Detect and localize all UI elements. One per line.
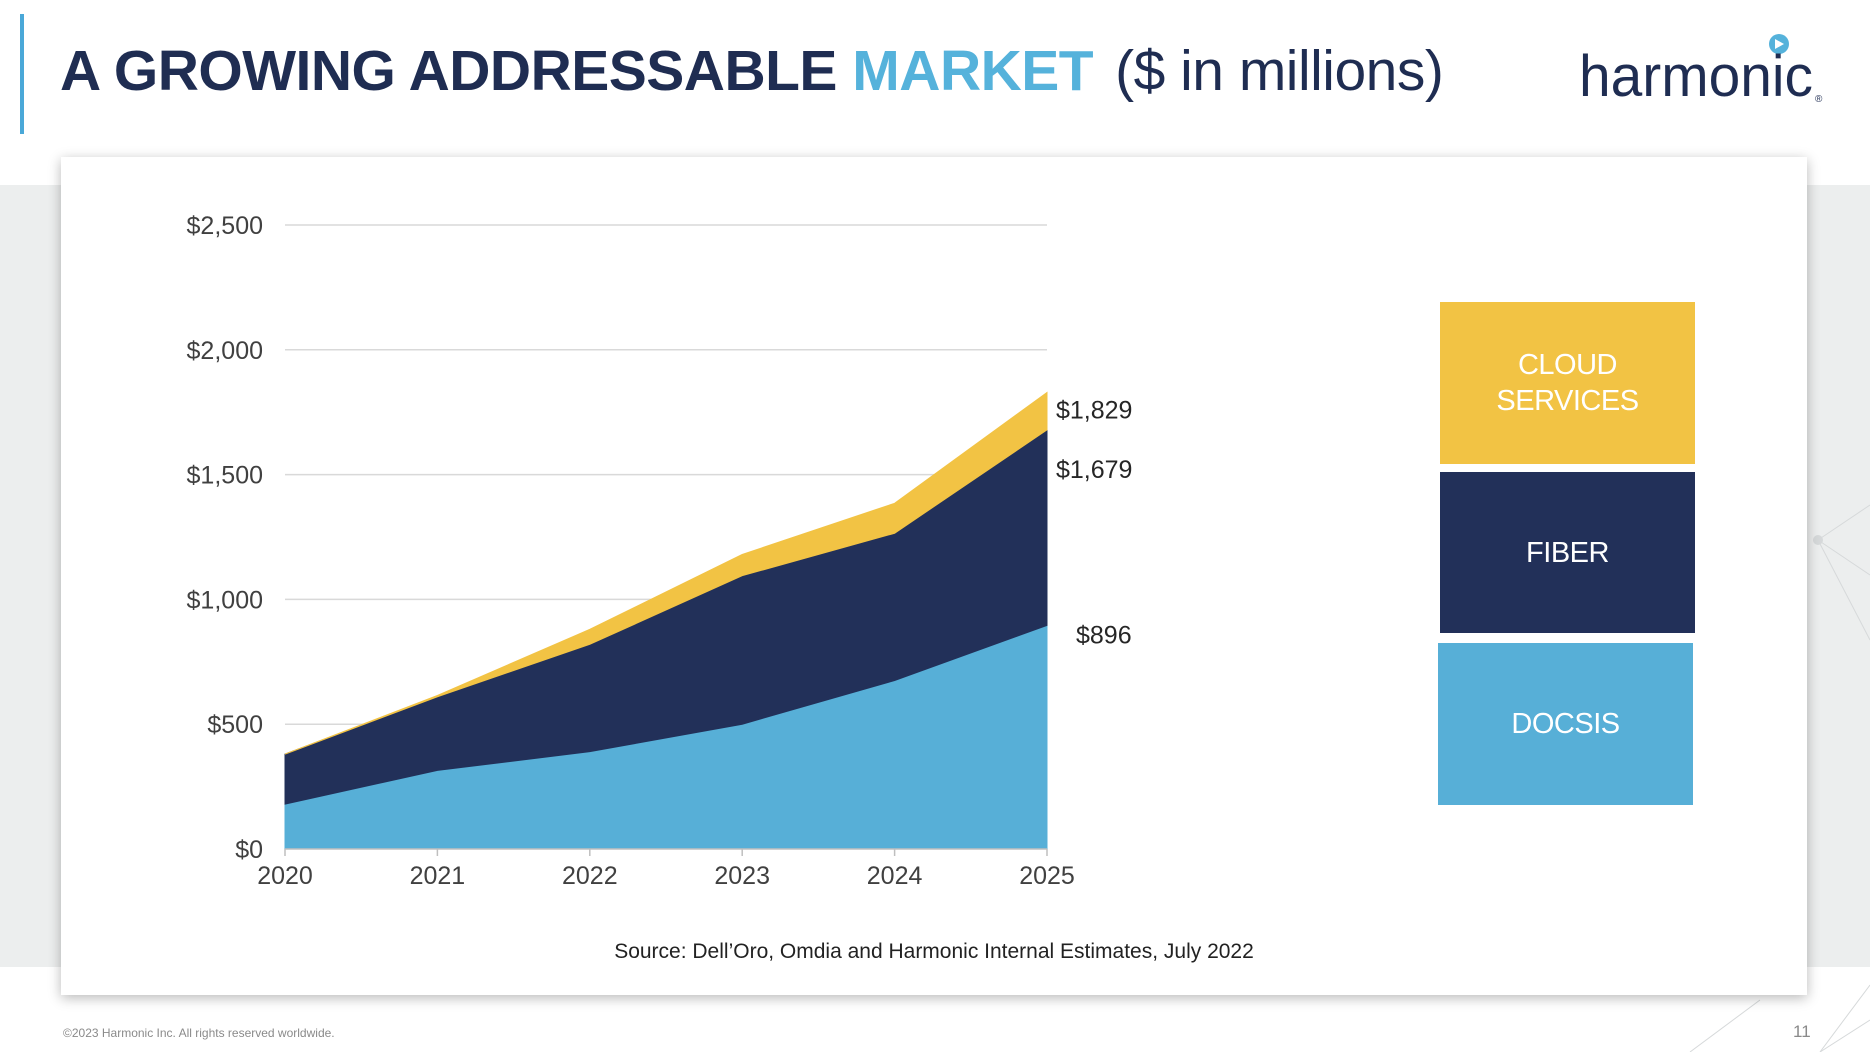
end-value-label: $1,679 (1056, 456, 1132, 484)
y-tick-label: $1,000 (187, 586, 263, 614)
logo-registered-mark: ® (1815, 94, 1823, 105)
end-value-label: $896 (1076, 621, 1132, 649)
y-tick-label: $2,500 (187, 212, 263, 240)
slide-title: A GROWING ADDRESSABLE MARKET ($ in millio… (60, 38, 1444, 104)
end-value-label: $1,829 (1056, 396, 1132, 424)
y-tick-label: $0 (235, 836, 263, 864)
legend-label: FIBER (1526, 536, 1609, 569)
title-accent-bar (20, 14, 24, 134)
y-tick-label: $500 (207, 711, 263, 739)
legend-label: DOCSIS (1511, 708, 1620, 740)
title-unit: ($ in millions) (1115, 39, 1444, 103)
chart-source-note: Source: Dell’Oro, Omdia and Harmonic Int… (614, 940, 1254, 963)
x-tick-label: 2024 (867, 862, 923, 890)
logo-play-icon (1775, 39, 1784, 49)
page-number: 11 (1793, 1022, 1811, 1041)
logo-wordmark: harmonic (1579, 44, 1813, 109)
x-tick-label: 2023 (714, 862, 770, 890)
x-tick-label: 2025 (1019, 862, 1075, 890)
x-tick-label: 2022 (562, 862, 618, 890)
x-tick-label: 2021 (410, 862, 466, 890)
area-series-cloud-services (284, 391, 1048, 755)
area-chart: $0 $500 $1,000 $1,500 $2,000 $2,500 2020 2021 20… (187, 212, 1133, 890)
chart-card: $0 $500 $1,000 $1,500 $2,000 $2,500 2020 2021 20… (61, 157, 1807, 995)
y-tick-label: $1,500 (187, 462, 263, 490)
copyright-footer: ©2023 Harmonic Inc. All rights reserved … (63, 1026, 335, 1040)
legend-fiber: FIBER (1440, 472, 1695, 633)
legend-label: SERVICES (1496, 385, 1639, 417)
x-tick-label: 2020 (257, 862, 313, 890)
y-tick-label: $2,000 (187, 337, 263, 365)
legend-cloud-services: CLOUD SERVICES (1440, 302, 1695, 464)
harmonic-logo: harmonic ® (1579, 34, 1823, 109)
title-main: A GROWING ADDRESSABLE (60, 39, 837, 103)
legend-label: CLOUD (1517, 349, 1618, 381)
title-highlight: MARKET (852, 39, 1094, 103)
legend-docsis: DOCSIS (1438, 643, 1693, 805)
